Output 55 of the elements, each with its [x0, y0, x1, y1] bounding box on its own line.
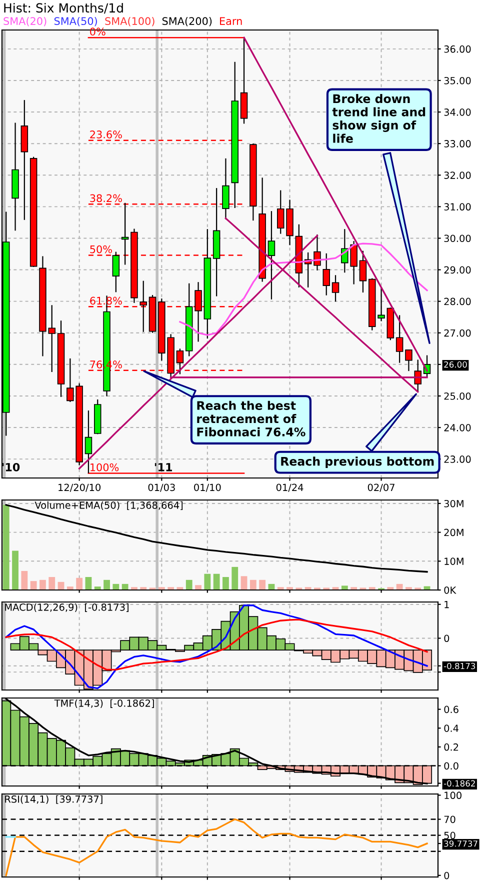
- annotation: Reach the best retracement of Fibonnaci 76.4%: [197, 400, 306, 436]
- text: Earn: [220, 17, 242, 26]
- y-tick-label: 33.00: [444, 140, 471, 148]
- annotation: Reach previous bottom: [281, 456, 434, 468]
- annotation: 38.2%: [90, 194, 122, 202]
- y-tick-label: 100: [444, 792, 462, 800]
- y-tick-label: 28.00: [444, 298, 471, 306]
- x-tick-label: 01/03: [148, 484, 175, 492]
- y-tick-label: -0.1862: [444, 780, 475, 787]
- y-tick-label: 0: [444, 872, 450, 880]
- x-tick-label: 12/20/10: [58, 484, 101, 492]
- y-tick-label: 24.00: [444, 424, 471, 432]
- y-tick-label: 32.00: [444, 172, 471, 179]
- annotation: 100%: [90, 463, 119, 472]
- annotation: '10: [2, 462, 20, 472]
- y-tick-label: 30M: [444, 500, 464, 508]
- y-tick-label: 1: [444, 600, 449, 608]
- y-tick-label: 0.4: [444, 724, 458, 732]
- x-tick-label: 01/10: [194, 484, 221, 492]
- y-tick-label: 31.00: [444, 203, 471, 211]
- y-tick-label: 30.00: [444, 234, 471, 242]
- y-tick-label: 10M: [444, 558, 464, 565]
- y-tick-label: 35.00: [444, 76, 471, 84]
- text: SMA(20): [4, 16, 46, 26]
- chart-title: Hist: Six Months/1d: [4, 2, 123, 14]
- y-tick-label: 0.6: [444, 706, 458, 714]
- y-tick-label: 25.00: [444, 392, 471, 400]
- text: SMA(100): [105, 16, 154, 26]
- chart-title: RSI(14,1) [39.7737]: [5, 795, 102, 804]
- y-tick-label: 27.00: [444, 329, 471, 337]
- y-tick-label: 70: [444, 816, 456, 824]
- annotation: Broke down trend line and show sign of life: [332, 94, 426, 143]
- y-tick-label: 39.7737: [444, 840, 478, 847]
- y-tick-label: 0K: [444, 586, 456, 594]
- annotation: '11: [154, 463, 172, 472]
- y-tick-label: 0.2: [444, 743, 458, 751]
- y-tick-label: 26.00: [444, 361, 467, 368]
- text: SMA(50): [54, 16, 97, 26]
- y-tick-label: 23.00: [444, 456, 471, 463]
- y-tick-label: -0.8173: [444, 662, 476, 670]
- y-tick-label: 0: [444, 634, 450, 642]
- y-tick-label: 50: [444, 832, 456, 840]
- y-tick-label: 20M: [444, 528, 464, 536]
- annotation: 23.6%: [90, 130, 122, 138]
- chart-title: Volume+EMA(50) [1,368,664]: [34, 501, 183, 510]
- y-tick-label: 34.00: [444, 108, 471, 116]
- y-tick-label: 36.00: [444, 45, 471, 53]
- x-tick-label: 01/24: [276, 484, 304, 492]
- text: SMA(200): [162, 16, 212, 26]
- x-tick-label: 02/07: [368, 484, 394, 492]
- y-tick-label: 0.0: [444, 762, 458, 770]
- chart-title: MACD(12,26,9) [-0.8173]: [5, 603, 128, 612]
- chart-title: TMF(14,3) [-0.1862]: [54, 699, 154, 708]
- y-tick-label: 29.00: [444, 266, 471, 274]
- annotation: 50%: [90, 245, 112, 254]
